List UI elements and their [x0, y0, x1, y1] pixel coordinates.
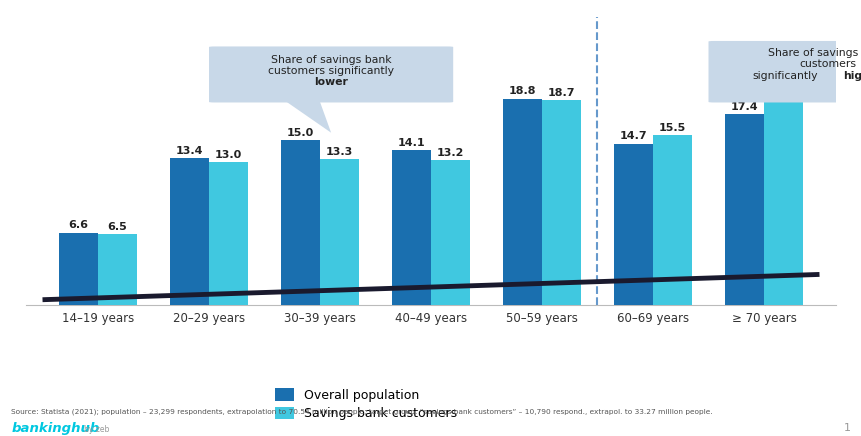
- Bar: [724, 114, 763, 305]
- Bar: [653, 135, 691, 305]
- Polygon shape: [774, 80, 813, 102]
- Bar: [430, 160, 469, 305]
- Text: Share of savings bank: Share of savings bank: [766, 48, 861, 58]
- FancyBboxPatch shape: [708, 41, 861, 102]
- Bar: [281, 140, 319, 305]
- Text: 6.5: 6.5: [108, 221, 127, 232]
- Text: Share of savings bank: Share of savings bank: [270, 54, 391, 65]
- Bar: [98, 234, 137, 305]
- Text: Source: Statista (2021); population – 23,299 respondents, extrapolation to 70.54: Source: Statista (2021); population – 23…: [11, 409, 712, 415]
- Text: 6.6: 6.6: [69, 221, 89, 231]
- Text: bankinghub: bankinghub: [11, 422, 100, 435]
- Text: 19.9: 19.9: [769, 75, 796, 84]
- Bar: [392, 150, 430, 305]
- Bar: [208, 162, 248, 305]
- Text: lower: lower: [313, 77, 348, 87]
- Text: 13.4: 13.4: [176, 146, 203, 156]
- Bar: [59, 233, 98, 305]
- FancyBboxPatch shape: [208, 47, 453, 102]
- Polygon shape: [287, 102, 331, 133]
- Text: 18.8: 18.8: [508, 86, 536, 96]
- Text: 18.7: 18.7: [547, 88, 574, 98]
- Bar: [763, 87, 802, 305]
- Text: 13.2: 13.2: [437, 148, 463, 158]
- Bar: [613, 144, 653, 305]
- Legend: Overall population, Savings bank customers: Overall population, Savings bank custome…: [270, 383, 461, 425]
- Text: customers significantly: customers significantly: [268, 66, 393, 76]
- Text: customers: customers: [798, 59, 855, 69]
- Text: significantly: significantly: [752, 71, 817, 81]
- Text: higher: higher: [843, 71, 861, 81]
- Bar: [542, 100, 580, 305]
- Text: 15.5: 15.5: [658, 123, 685, 133]
- Bar: [503, 99, 542, 305]
- Text: 15.0: 15.0: [287, 128, 314, 138]
- Text: 17.4: 17.4: [730, 102, 758, 112]
- Text: 14.7: 14.7: [619, 132, 647, 142]
- Bar: [319, 159, 358, 305]
- Text: 13.3: 13.3: [325, 147, 353, 157]
- Text: 14.1: 14.1: [397, 138, 424, 148]
- Bar: [170, 158, 208, 305]
- Text: by zeb: by zeb: [84, 425, 108, 434]
- Text: 1: 1: [843, 423, 850, 433]
- Text: 13.0: 13.0: [214, 150, 242, 160]
